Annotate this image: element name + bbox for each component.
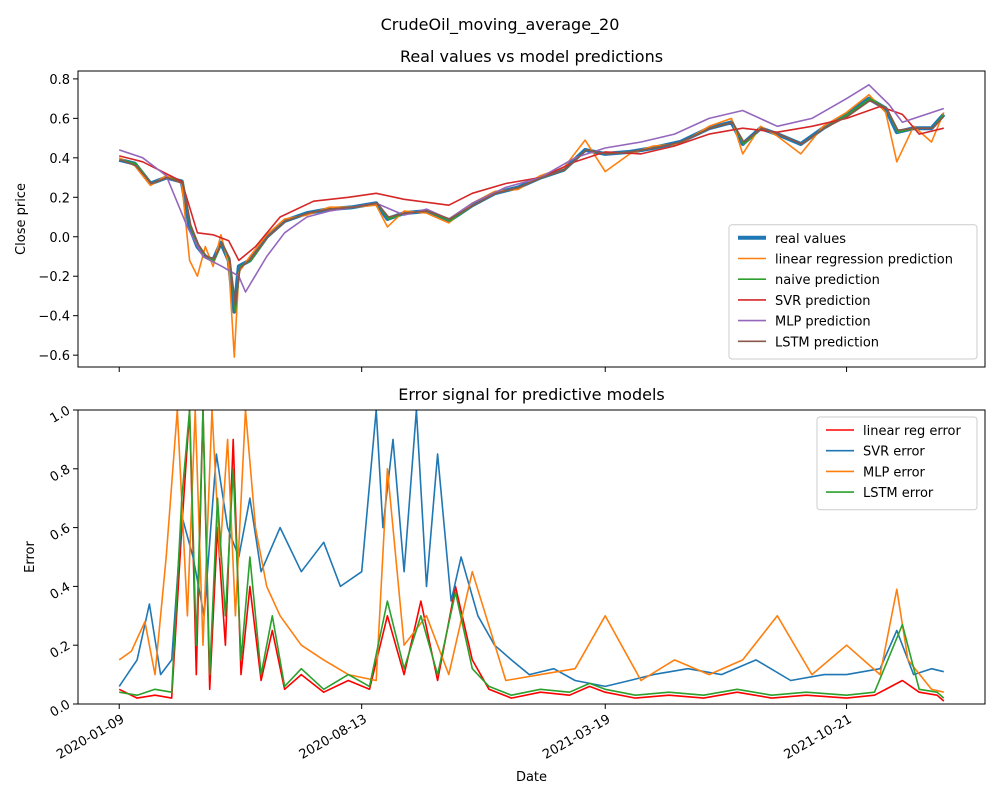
legend-box <box>816 416 978 511</box>
legend: linear reg error SVR error MLP error LSTM e… <box>816 416 978 511</box>
axes-frame <box>77 70 986 368</box>
legend-label-naive-prediction: naive prediction <box>775 273 880 288</box>
y-tick-label: 0.8 <box>49 73 70 88</box>
series-group <box>118 84 946 358</box>
panel-title: Real values vs model predictions <box>400 47 663 66</box>
panel-title: Error signal for predictive models <box>398 385 664 404</box>
y-tick-label: 0.6 <box>49 112 70 127</box>
y-tick-label: 0.4 <box>49 152 70 167</box>
legend-label-linear-reg-error: linear reg error <box>863 424 961 439</box>
y-tick-label: −0.4 <box>38 310 70 325</box>
series-line-lstm-error <box>119 410 945 699</box>
legend-label-lstm-prediction: LSTM prediction <box>775 335 879 350</box>
legend-label-linear-regression-prediction: linear regression prediction <box>775 253 953 268</box>
series-line-svr-prediction <box>119 105 944 262</box>
y-tick-label: −0.2 <box>38 270 70 285</box>
legend-box <box>728 224 978 360</box>
legend-label-svr-error: SVR error <box>863 445 925 460</box>
series-line-lstm-prediction <box>120 99 945 307</box>
legend-label-lstm-error: LSTM error <box>863 486 934 501</box>
figure-suptitle: CrudeOil_moving_average_20 <box>381 15 620 35</box>
legend-label-mlp-prediction: MLP prediction <box>775 315 871 330</box>
y-tick-label: −0.6 <box>38 349 70 364</box>
series-line-svr-error <box>118 410 944 688</box>
y-axis-label: Error <box>23 541 38 573</box>
legend-label-mlp-error: MLP error <box>863 465 926 480</box>
y-tick-label: 0.0 <box>49 231 70 246</box>
axes-frame <box>77 409 986 705</box>
series-line-mlp-error <box>118 410 944 693</box>
series-group <box>118 410 945 702</box>
legend-label-svr-prediction: SVR prediction <box>775 294 871 309</box>
plot-panel-1: Real values vs model predictions −0.6 −0.4… <box>14 47 986 372</box>
y-tick-label: 0.2 <box>49 191 70 206</box>
y-axis-label: Close price <box>14 183 29 255</box>
x-axis-label: Date <box>516 770 547 785</box>
legend: real values linear regression prediction n… <box>728 224 978 360</box>
legend-label-real-values: real values <box>775 232 846 247</box>
